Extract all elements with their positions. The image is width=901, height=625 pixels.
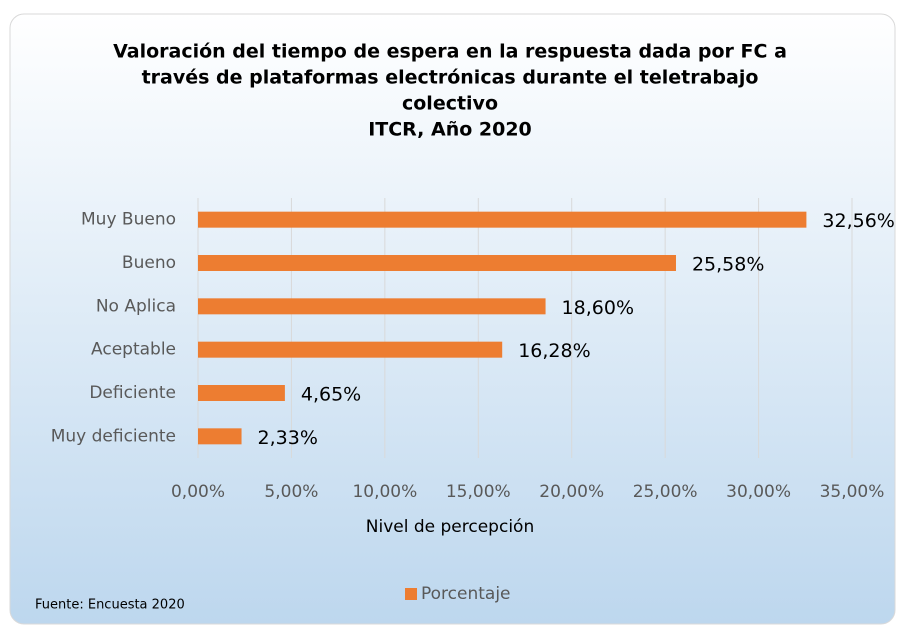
data-label: 2,33% bbox=[258, 427, 318, 449]
chart-title: ITCR, Año 2020 bbox=[368, 119, 532, 141]
y-tick-label: Deficiente bbox=[89, 383, 176, 403]
chart-title: Valoración del tiempo de espera en la re… bbox=[113, 41, 787, 63]
x-tick-label: 25,00% bbox=[633, 482, 698, 502]
chart-title: través de plataformas electrónicas duran… bbox=[142, 67, 759, 89]
bar bbox=[198, 341, 503, 358]
bar bbox=[198, 298, 546, 315]
y-tick-label: No Aplica bbox=[96, 296, 176, 316]
x-tick-label: 0,00% bbox=[171, 482, 225, 502]
y-tick-label: Muy Bueno bbox=[81, 210, 176, 230]
data-label: 16,28% bbox=[518, 340, 590, 362]
legend-swatch bbox=[405, 588, 417, 600]
legend-label: Porcentaje bbox=[421, 584, 511, 604]
x-tick-label: 15,00% bbox=[446, 482, 511, 502]
x-axis-title: Nivel de percepción bbox=[366, 517, 534, 537]
chart-background bbox=[9, 13, 896, 625]
x-tick-label: 10,00% bbox=[352, 482, 417, 502]
data-label: 32,56% bbox=[822, 210, 894, 232]
x-tick-label: 5,00% bbox=[264, 482, 318, 502]
data-label: 25,58% bbox=[692, 254, 764, 276]
x-tick-label: 20,00% bbox=[539, 482, 604, 502]
data-label: 18,60% bbox=[562, 297, 634, 319]
chart-title: colectivo bbox=[402, 93, 498, 115]
y-tick-label: Muy deficiente bbox=[51, 426, 176, 446]
y-tick-label: Aceptable bbox=[91, 340, 176, 360]
bar bbox=[198, 428, 242, 445]
bar bbox=[198, 385, 285, 401]
x-tick-label: 30,00% bbox=[726, 482, 791, 502]
x-tick-label: 35,00% bbox=[820, 482, 885, 502]
source-note: Fuente: Encuesta 2020 bbox=[35, 598, 185, 613]
data-label: 4,65% bbox=[301, 384, 361, 406]
y-tick-label: Bueno bbox=[122, 253, 176, 273]
bar bbox=[198, 255, 676, 271]
bar bbox=[198, 211, 807, 228]
